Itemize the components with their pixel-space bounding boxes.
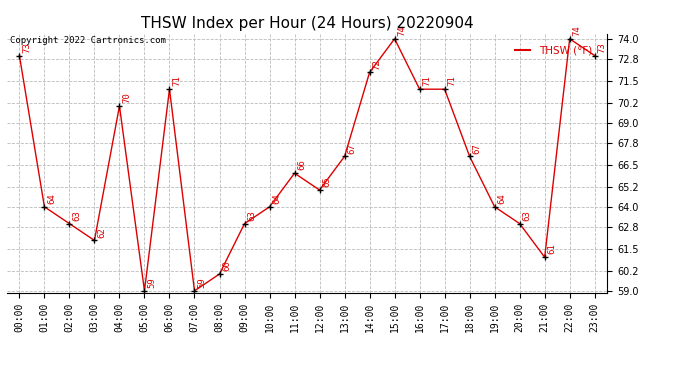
Text: 70: 70: [122, 93, 131, 103]
Text: 67: 67: [347, 143, 356, 154]
Text: 71: 71: [422, 76, 431, 86]
Text: 73: 73: [22, 42, 31, 53]
Text: 73: 73: [598, 42, 607, 53]
Text: 72: 72: [373, 59, 382, 70]
Text: 62: 62: [97, 227, 106, 238]
Text: 64: 64: [273, 193, 282, 204]
Text: 60: 60: [222, 261, 231, 271]
Text: Copyright 2022 Cartronics.com: Copyright 2022 Cartronics.com: [10, 36, 166, 45]
Legend: THSW (°F): THSW (°F): [511, 42, 596, 60]
Text: 63: 63: [72, 210, 81, 221]
Text: 59: 59: [147, 277, 156, 288]
Text: 67: 67: [473, 143, 482, 154]
Text: 64: 64: [497, 193, 506, 204]
Text: 63: 63: [247, 210, 256, 221]
Text: 61: 61: [547, 244, 556, 255]
Text: 59: 59: [197, 277, 206, 288]
Text: 74: 74: [573, 25, 582, 36]
Text: 71: 71: [172, 76, 181, 86]
Text: 66: 66: [297, 160, 306, 170]
Title: THSW Index per Hour (24 Hours) 20220904: THSW Index per Hour (24 Hours) 20220904: [141, 16, 473, 31]
Text: 65: 65: [322, 177, 331, 187]
Text: 71: 71: [447, 76, 456, 86]
Text: 74: 74: [397, 25, 406, 36]
Text: 63: 63: [522, 210, 531, 221]
Text: 64: 64: [47, 193, 56, 204]
